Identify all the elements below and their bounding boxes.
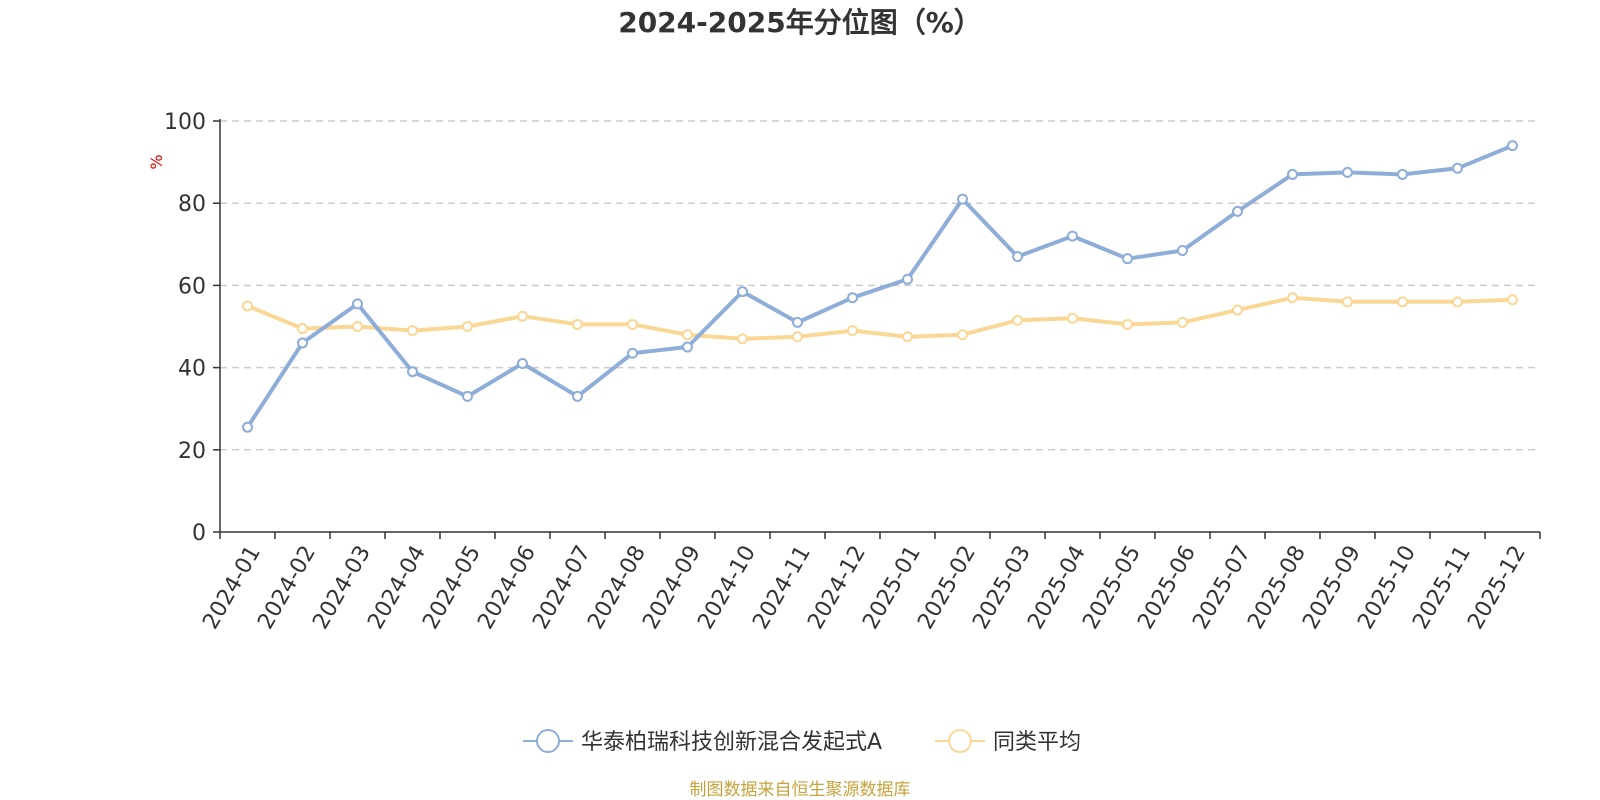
data-point[interactable] (847, 292, 858, 304)
y-tick-label: 40 (178, 357, 206, 382)
data-point[interactable] (407, 366, 418, 378)
data-point[interactable] (1452, 296, 1463, 308)
data-point[interactable] (627, 318, 638, 330)
data-point[interactable] (572, 390, 583, 402)
data-point[interactable] (1122, 318, 1133, 330)
y-axis-unit: % (147, 154, 166, 169)
data-point[interactable] (1232, 205, 1243, 217)
data-point[interactable] (1452, 162, 1463, 174)
data-point[interactable] (1012, 251, 1023, 263)
data-point[interactable] (902, 273, 913, 285)
data-point[interactable] (1342, 166, 1353, 178)
data-point[interactable] (1232, 304, 1243, 316)
data-point[interactable] (1177, 316, 1188, 328)
data-point[interactable] (682, 329, 693, 341)
legend-item-series-1[interactable]: 华泰柏瑞科技创新混合发起式A (523, 729, 882, 755)
data-point[interactable] (1122, 253, 1133, 265)
series-layer (242, 140, 1518, 433)
y-tick-labels: 0 20 40 60 80 100 (164, 110, 206, 546)
y-tick-label: 20 (178, 439, 206, 464)
axes (213, 119, 1541, 539)
data-point[interactable] (1067, 312, 1078, 324)
series-2 (242, 292, 1518, 345)
data-point[interactable] (1287, 292, 1298, 304)
data-point[interactable] (297, 323, 308, 335)
data-point[interactable] (1342, 296, 1353, 308)
series-1 (242, 140, 1518, 433)
legend-label-series-1: 华泰柏瑞科技创新混合发起式A (581, 730, 882, 755)
data-point[interactable] (242, 421, 253, 433)
data-point[interactable] (1177, 244, 1188, 256)
data-point[interactable] (627, 347, 638, 359)
series-line (245, 295, 1515, 341)
data-point[interactable] (572, 318, 583, 330)
data-point[interactable] (517, 310, 528, 322)
y-tick-label: 100 (164, 110, 206, 135)
legend-item-series-2[interactable]: 同类平均 (935, 729, 1081, 755)
data-point[interactable] (462, 321, 473, 332)
data-point[interactable] (1397, 168, 1408, 180)
y-tick-label: 60 (178, 274, 206, 299)
data-point[interactable] (1012, 314, 1023, 326)
data-point[interactable] (737, 333, 748, 345)
data-point[interactable] (792, 331, 803, 343)
data-point[interactable] (462, 390, 473, 402)
x-tick-labels: 2024-012024-022024-032024-042024-052024-… (198, 542, 1531, 634)
chart-title: 2024-2025年分位图（%） (618, 6, 982, 39)
data-point[interactable] (957, 193, 968, 205)
data-point[interactable] (242, 300, 253, 312)
data-point[interactable] (1507, 294, 1518, 306)
legend[interactable]: 华泰柏瑞科技创新混合发起式A 同类平均 (523, 729, 1081, 755)
data-point[interactable] (352, 321, 363, 332)
data-point[interactable] (737, 286, 748, 298)
data-point[interactable] (792, 316, 803, 328)
data-point[interactable] (847, 325, 858, 337)
data-point[interactable] (902, 331, 913, 343)
data-point[interactable] (957, 329, 968, 341)
y-tick-label: 0 (192, 521, 206, 546)
legend-label-series-2: 同类平均 (993, 730, 1081, 755)
y-tick-label: 80 (178, 192, 206, 217)
data-point[interactable] (517, 357, 528, 369)
series-line (245, 143, 1515, 430)
data-point[interactable] (1397, 296, 1408, 308)
data-source-note: 制图数据来自恒生聚源数据库 (690, 780, 911, 800)
legend-circle-icon (536, 729, 560, 753)
data-point[interactable] (407, 325, 418, 337)
data-point[interactable] (1507, 140, 1518, 152)
data-point[interactable] (352, 298, 363, 310)
data-point[interactable] (682, 341, 693, 353)
grid-lines (220, 120, 1540, 451)
data-point[interactable] (297, 337, 308, 349)
legend-circle-icon (948, 729, 972, 753)
data-point[interactable] (1067, 230, 1078, 242)
data-point[interactable] (1287, 168, 1298, 180)
